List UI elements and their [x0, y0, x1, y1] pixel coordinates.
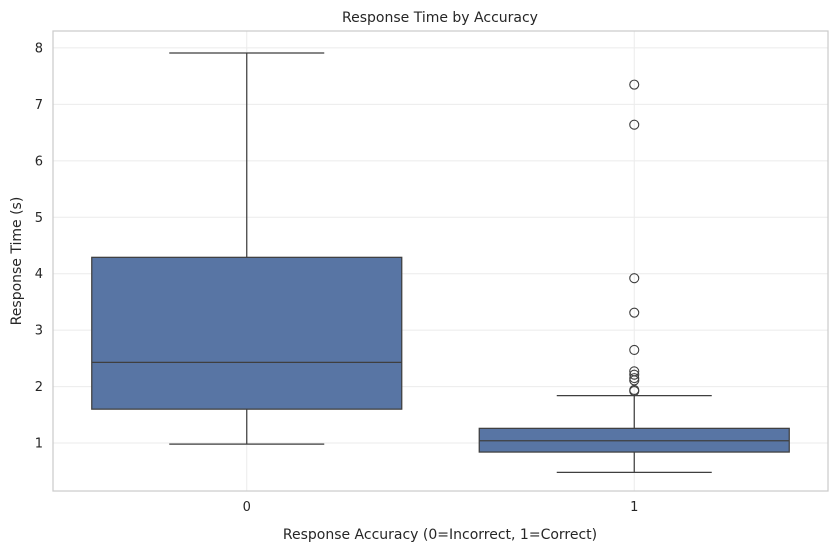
- box-series: [91, 52, 790, 473]
- outlier-point: [629, 375, 640, 386]
- y-tick-label: 2: [35, 380, 43, 395]
- outlier-point: [629, 386, 640, 397]
- y-tick-label: 4: [35, 267, 43, 282]
- chart-title: Response Time by Accuracy: [342, 10, 538, 26]
- y-tick-label: 8: [35, 41, 43, 56]
- x-tick-label: 0: [243, 500, 251, 515]
- box-group-0: [91, 52, 403, 445]
- x-axis-label: Response Accuracy (0=Incorrect, 1=Correc…: [283, 527, 597, 543]
- y-tick-labels: 1 2 3 4 5 6 7 8: [35, 41, 43, 451]
- outlier-point: [629, 344, 640, 355]
- outlier-point: [629, 307, 640, 318]
- plot-frame: [52, 30, 829, 492]
- y-tick-label: 1: [35, 437, 43, 452]
- outlier-point: [629, 79, 640, 90]
- y-tick-label: 3: [35, 324, 43, 339]
- y-tick-label: 5: [35, 211, 43, 226]
- y-axis-label: Response Time (s): [9, 197, 25, 326]
- x-tick-label: 1: [630, 500, 638, 515]
- outlier-point: [629, 273, 640, 284]
- y-tick-label: 6: [35, 154, 43, 169]
- outlier-point: [629, 369, 640, 380]
- iqr-box: [91, 256, 403, 410]
- outlier-point: [629, 119, 640, 130]
- y-tick-label: 7: [35, 98, 43, 113]
- box-group-1: [478, 79, 790, 473]
